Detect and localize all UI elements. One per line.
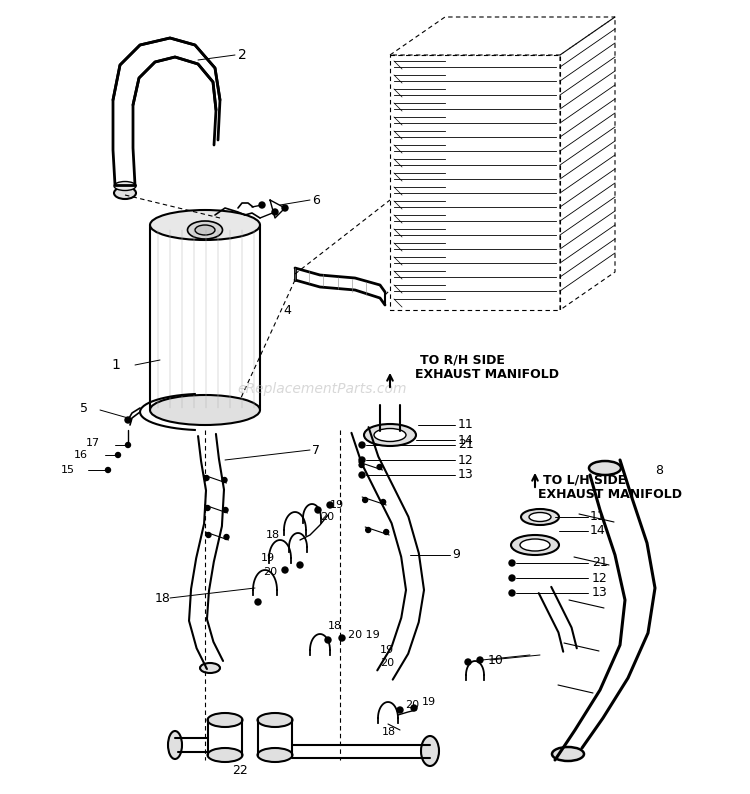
- Text: TO L/H SIDE: TO L/H SIDE: [543, 473, 626, 487]
- Text: 2: 2: [238, 48, 247, 62]
- Text: 13: 13: [592, 587, 608, 599]
- Circle shape: [325, 637, 331, 643]
- Text: 20: 20: [405, 700, 419, 710]
- Ellipse shape: [421, 736, 439, 766]
- Circle shape: [377, 464, 382, 469]
- Ellipse shape: [150, 395, 260, 425]
- Text: 20: 20: [320, 512, 334, 522]
- Circle shape: [224, 534, 229, 539]
- Text: 6: 6: [312, 194, 320, 206]
- Text: 18: 18: [328, 621, 342, 631]
- Text: 19: 19: [422, 697, 436, 707]
- Circle shape: [384, 530, 388, 534]
- Circle shape: [255, 599, 261, 605]
- Text: 22: 22: [232, 764, 248, 777]
- Circle shape: [366, 527, 370, 533]
- Ellipse shape: [208, 748, 242, 762]
- Ellipse shape: [200, 663, 220, 673]
- Circle shape: [477, 657, 483, 663]
- Text: 18: 18: [266, 530, 280, 540]
- Text: 8: 8: [655, 464, 663, 476]
- Ellipse shape: [168, 731, 182, 759]
- Circle shape: [359, 462, 364, 468]
- Text: 21: 21: [592, 557, 608, 569]
- Text: 15: 15: [61, 465, 75, 475]
- Text: 9: 9: [452, 549, 460, 561]
- Ellipse shape: [520, 539, 550, 551]
- Circle shape: [327, 502, 333, 508]
- Ellipse shape: [114, 182, 136, 191]
- Ellipse shape: [529, 512, 551, 522]
- Text: 11: 11: [458, 418, 474, 431]
- Circle shape: [125, 442, 130, 448]
- Text: 13: 13: [458, 468, 474, 481]
- Circle shape: [315, 507, 321, 513]
- Circle shape: [272, 209, 278, 215]
- Circle shape: [381, 499, 386, 504]
- Text: 21: 21: [458, 438, 474, 452]
- Circle shape: [359, 472, 365, 478]
- Ellipse shape: [374, 429, 406, 441]
- Text: 14: 14: [458, 434, 474, 446]
- Circle shape: [359, 457, 365, 463]
- Ellipse shape: [521, 509, 559, 525]
- Text: 7: 7: [312, 444, 320, 457]
- Circle shape: [465, 659, 471, 665]
- Text: 17: 17: [86, 438, 100, 448]
- Text: 5: 5: [80, 402, 88, 414]
- Text: eReplacementParts.com: eReplacementParts.com: [238, 382, 407, 396]
- Text: 18: 18: [382, 727, 396, 737]
- Text: 10: 10: [488, 653, 504, 666]
- Text: 19: 19: [330, 500, 344, 510]
- Circle shape: [223, 507, 228, 512]
- Text: 18: 18: [155, 592, 171, 604]
- Text: 20: 20: [263, 567, 278, 577]
- Circle shape: [204, 476, 209, 480]
- Circle shape: [206, 533, 211, 538]
- Circle shape: [397, 707, 403, 713]
- Circle shape: [359, 442, 365, 448]
- Ellipse shape: [257, 748, 292, 762]
- Text: EXHAUST MANIFOLD: EXHAUST MANIFOLD: [415, 368, 559, 380]
- Ellipse shape: [208, 713, 242, 727]
- Circle shape: [125, 417, 131, 423]
- Circle shape: [339, 635, 345, 641]
- Text: 12: 12: [458, 453, 474, 467]
- Text: 20: 20: [380, 658, 394, 668]
- Circle shape: [259, 202, 265, 208]
- Ellipse shape: [364, 424, 416, 446]
- Text: 14: 14: [590, 525, 606, 538]
- Ellipse shape: [195, 225, 215, 235]
- Circle shape: [411, 705, 417, 711]
- Ellipse shape: [188, 221, 223, 239]
- Circle shape: [282, 567, 288, 573]
- Ellipse shape: [552, 747, 584, 761]
- Text: EXHAUST MANIFOLD: EXHAUST MANIFOLD: [538, 488, 682, 502]
- Ellipse shape: [150, 210, 260, 240]
- Ellipse shape: [114, 187, 136, 199]
- Circle shape: [222, 477, 227, 483]
- Ellipse shape: [257, 713, 292, 727]
- Text: 1: 1: [111, 358, 120, 372]
- Text: 11: 11: [590, 511, 606, 523]
- Circle shape: [282, 205, 288, 211]
- Text: 12: 12: [592, 572, 608, 584]
- Circle shape: [509, 560, 515, 566]
- Circle shape: [106, 468, 110, 472]
- Circle shape: [509, 575, 515, 581]
- Text: 19: 19: [261, 553, 275, 563]
- Circle shape: [116, 453, 121, 457]
- Circle shape: [509, 590, 515, 596]
- Text: 19: 19: [380, 645, 394, 655]
- Text: 4: 4: [283, 303, 291, 317]
- Circle shape: [297, 562, 303, 568]
- Text: 16: 16: [74, 450, 88, 460]
- Text: TO R/H SIDE: TO R/H SIDE: [420, 353, 505, 367]
- Circle shape: [363, 498, 368, 503]
- Circle shape: [205, 506, 210, 511]
- Ellipse shape: [589, 461, 621, 475]
- Ellipse shape: [511, 535, 559, 555]
- Text: 20 19: 20 19: [348, 630, 380, 640]
